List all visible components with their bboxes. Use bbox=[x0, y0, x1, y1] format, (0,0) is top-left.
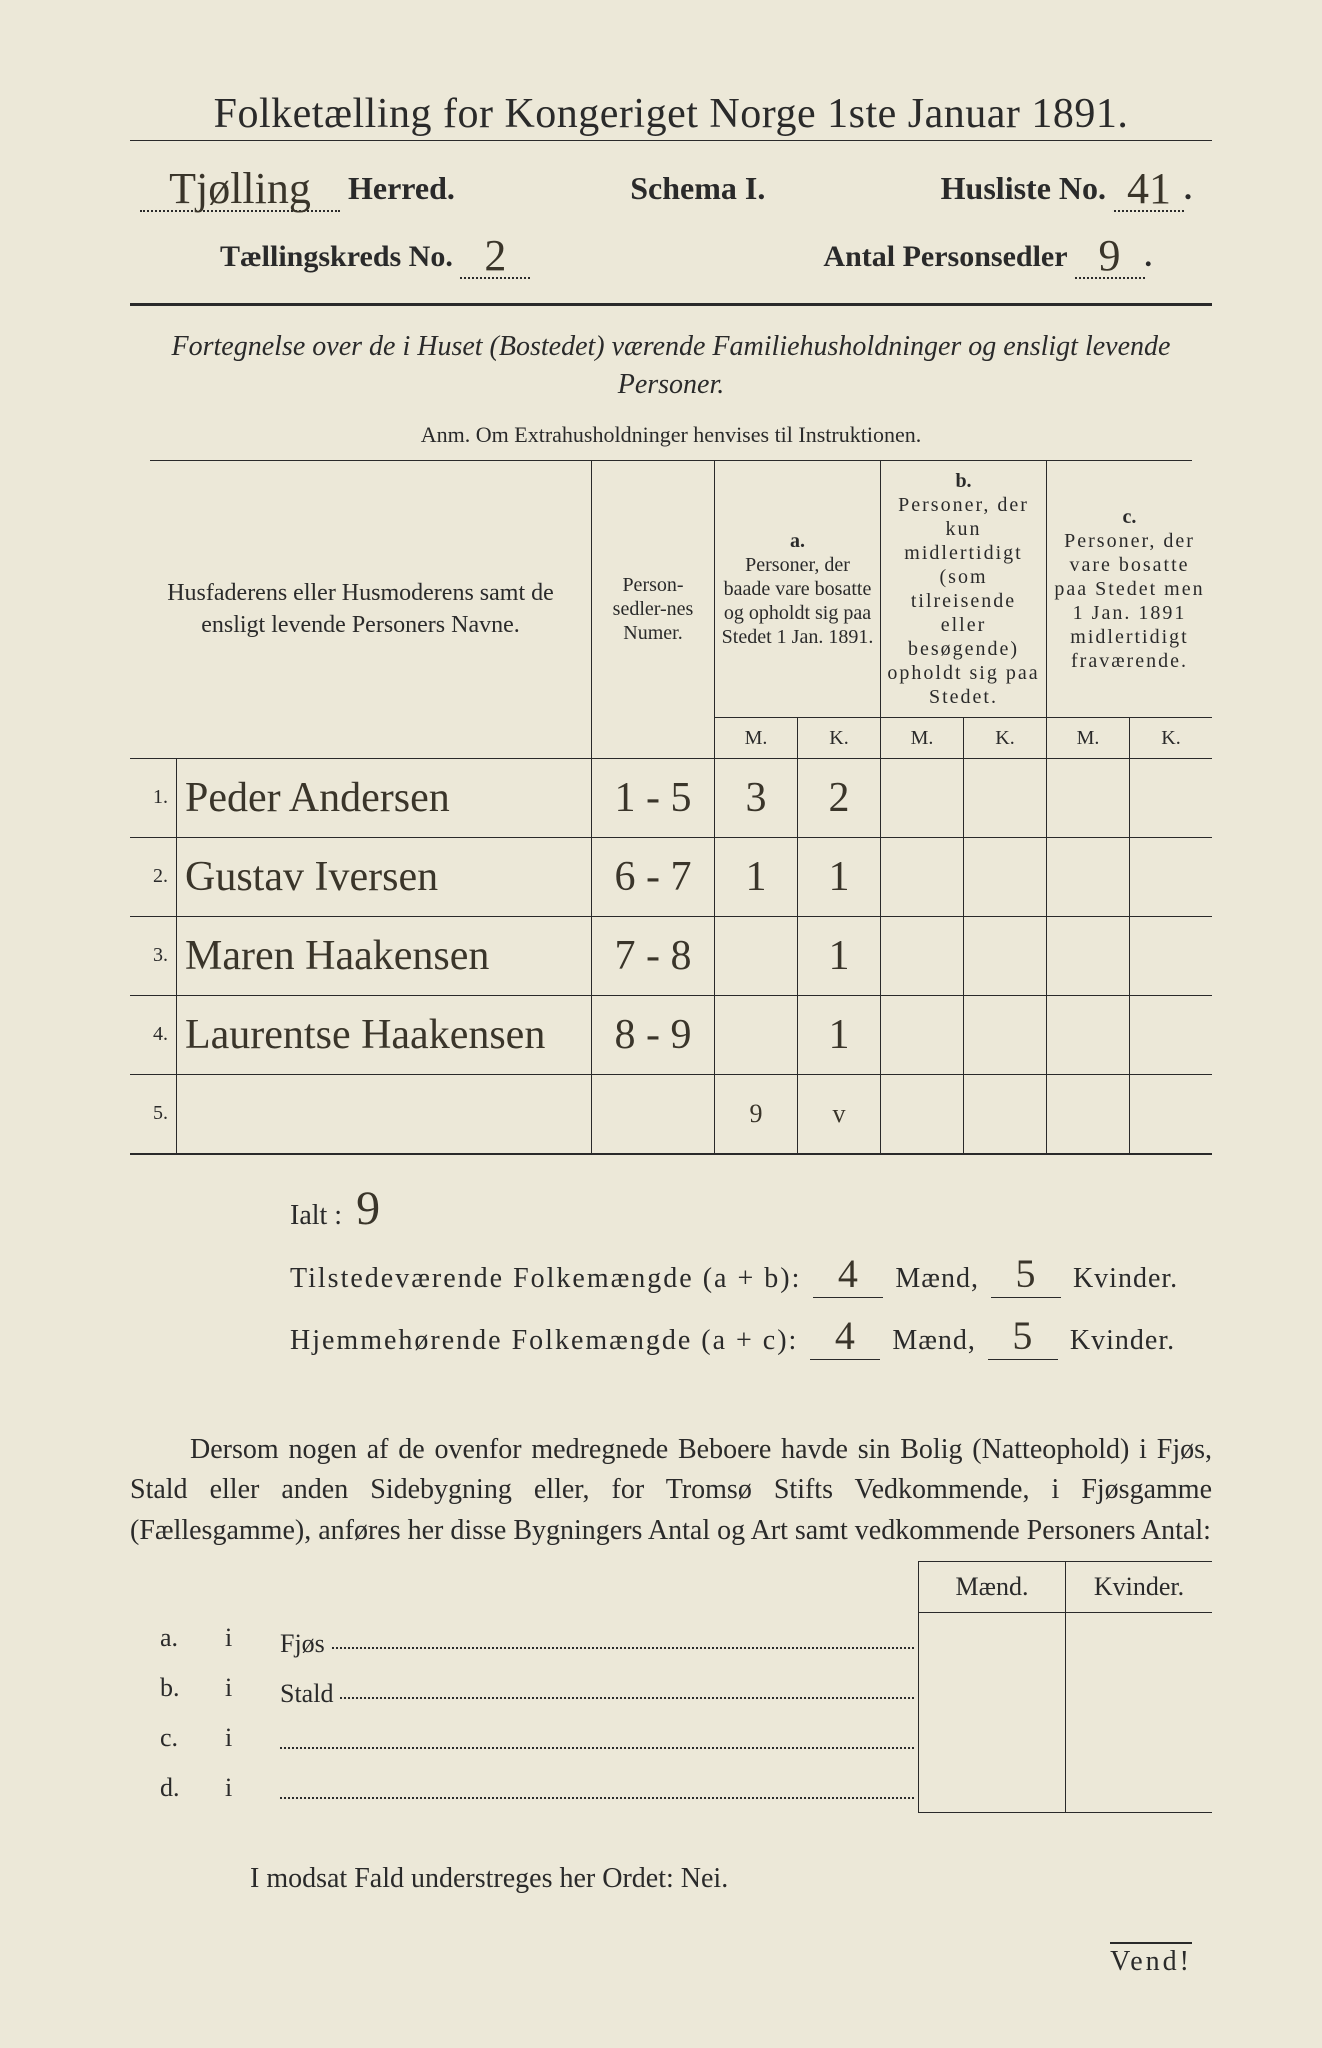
husliste-label: Husliste No. bbox=[941, 170, 1106, 206]
table-row: 5. 9 v bbox=[130, 1074, 1212, 1154]
name-cell: Peder Andersen bbox=[185, 775, 450, 821]
lower-row: b. i Stald bbox=[130, 1663, 1212, 1713]
th-kvinder: Kvinder. bbox=[1066, 1562, 1213, 1613]
table-row: 3. Maren Haakensen 7 - 8 1 bbox=[130, 916, 1212, 995]
th-c-k: K. bbox=[1130, 717, 1213, 758]
header-row-3: Tællingskreds No. 2 Antal Personsedler 9… bbox=[130, 226, 1212, 279]
modsat-text: I modsat Fald understreges her Ordet: Ne… bbox=[130, 1863, 1212, 1895]
anm-text: Anm. Om Extrahusholdninger henvises til … bbox=[130, 422, 1212, 448]
census-form-page: Folketælling for Kongeriget Norge 1ste J… bbox=[0, 0, 1322, 2048]
tilstede-k: 5 bbox=[1015, 1251, 1036, 1296]
th-a-label: a. bbox=[790, 530, 805, 552]
th-c-label: c. bbox=[1123, 506, 1137, 528]
totals-block: Ialt : 9 Tilstedeværende Folkemængde (a … bbox=[290, 1181, 1212, 1360]
husliste-value: 41 bbox=[1127, 164, 1171, 213]
th-a-text: Personer, der baade vare bosatte og opho… bbox=[722, 554, 874, 648]
hjemme-label: Hjemmehørende Folkemængde (a + c): bbox=[290, 1325, 798, 1357]
name-cell: Gustav Iversen bbox=[185, 854, 438, 900]
th-b-k: K. bbox=[964, 717, 1047, 758]
fortegnelse-text: Fortegnelse over de i Huset (Bostedet) v… bbox=[170, 328, 1172, 404]
th-b-label: b. bbox=[955, 470, 971, 492]
th-b-m: M. bbox=[881, 717, 964, 758]
hjemme-k: 5 bbox=[1012, 1313, 1033, 1358]
kreds-label: Tællingskreds No. bbox=[220, 240, 453, 273]
table-row: 2. Gustav Iversen 6 - 7 1 1 bbox=[130, 837, 1212, 916]
sedler-value: 9 bbox=[1099, 231, 1121, 280]
kreds-value: 2 bbox=[484, 231, 506, 280]
lower-table: Mænd. Kvinder. a. i Fjøs b. i Stald c. i… bbox=[130, 1561, 1212, 1813]
ialt-value: 9 bbox=[356, 1182, 380, 1235]
main-table: Husfaderens eller Husmoderens samt de en… bbox=[130, 461, 1212, 1155]
name-cell: Laurentse Haakensen bbox=[185, 1012, 545, 1058]
th-names: Husfaderens eller Husmoderens samt de en… bbox=[167, 580, 554, 638]
lower-row: a. i Fjøs bbox=[130, 1613, 1212, 1663]
schema-label: Schema I. bbox=[630, 170, 765, 207]
hjemme-m: 4 bbox=[835, 1313, 856, 1358]
name-cell: Maren Haakensen bbox=[185, 933, 489, 979]
lower-row: c. i bbox=[130, 1713, 1212, 1763]
lower-row: d. i bbox=[130, 1763, 1212, 1813]
divider bbox=[130, 303, 1212, 306]
th-c-m: M. bbox=[1047, 717, 1130, 758]
th-b-text: Personer, der kun midlertidigt (som tilr… bbox=[887, 494, 1039, 708]
tilstede-label: Tilstedeværende Folkemængde (a + b): bbox=[290, 1263, 801, 1295]
header-row-2: Tjølling Herred. Schema I. Husliste No. … bbox=[130, 159, 1212, 212]
th-maend: Mænd. bbox=[919, 1562, 1066, 1613]
th-c-text: Personer, der vare bosatte paa Stedet me… bbox=[1054, 530, 1204, 672]
th-a-k: K. bbox=[798, 717, 881, 758]
page-title: Folketælling for Kongeriget Norge 1ste J… bbox=[130, 90, 1212, 141]
th-numer: Person-sedler-nes Numer. bbox=[613, 574, 694, 644]
sedler-label: Antal Personsedler bbox=[823, 240, 1067, 273]
ialt-label: Ialt : bbox=[290, 1200, 342, 1231]
paragraph-text: Dersom nogen af de ovenfor medregnede Be… bbox=[130, 1430, 1212, 1552]
herred-label: Herred. bbox=[348, 170, 455, 206]
th-a-m: M. bbox=[715, 717, 798, 758]
vend-label: Vend! bbox=[1110, 1942, 1192, 1978]
num-cell: 1 - 5 bbox=[615, 775, 692, 821]
table-row: 1. Peder Andersen 1 - 5 3 2 bbox=[130, 758, 1212, 837]
tilstede-m: 4 bbox=[838, 1251, 859, 1296]
table-row: 4. Laurentse Haakensen 8 - 9 1 bbox=[130, 995, 1212, 1074]
herred-value: Tjølling bbox=[169, 164, 311, 213]
